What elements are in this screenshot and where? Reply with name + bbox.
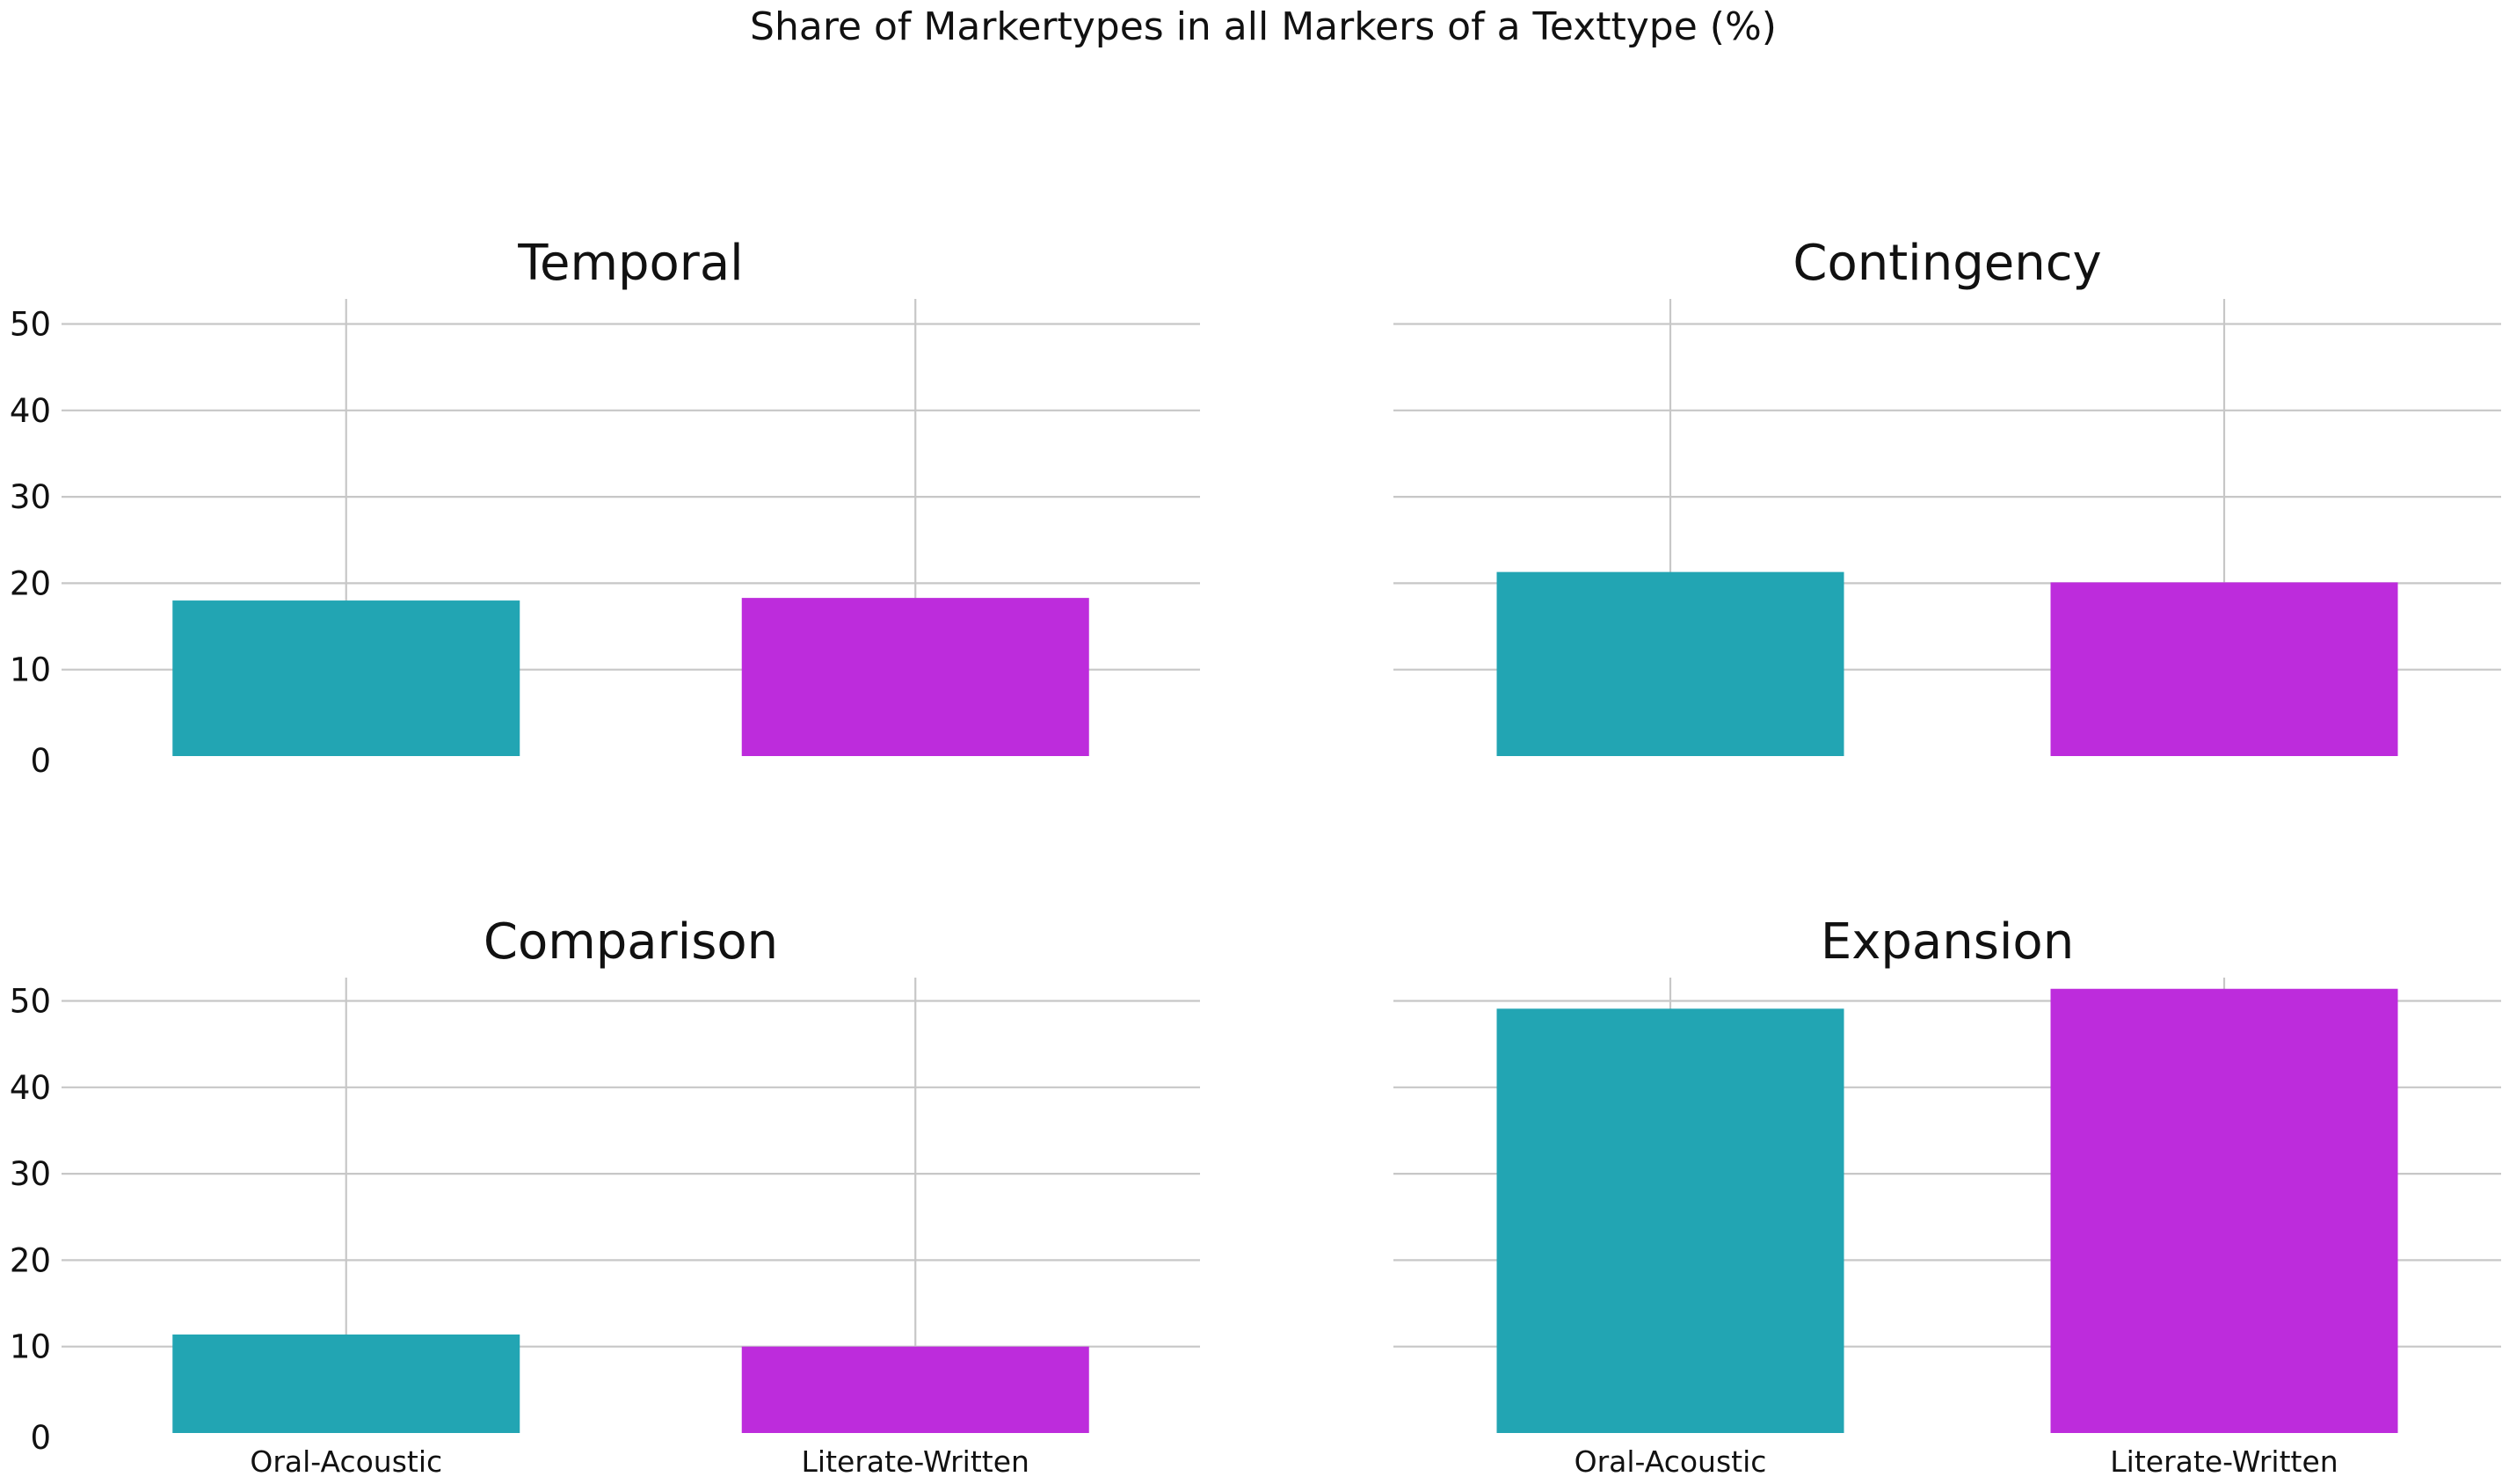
- y-tick-label: 0: [30, 742, 51, 780]
- y-tick-label: 50: [10, 306, 51, 344]
- subplot-contingency: Contingency: [1393, 235, 2501, 756]
- x-tick-label-literate-written: Literate-Written: [802, 1444, 1029, 1479]
- x-tick-label-oral-acoustic: Oral-Acoustic: [250, 1444, 442, 1479]
- y-tick-label: 30: [10, 1155, 51, 1193]
- y-tick-label: 30: [10, 478, 51, 516]
- bar-expansion-oral-acoustic: [1496, 1008, 1844, 1433]
- bar-contingency-oral-acoustic: [1496, 571, 1844, 756]
- subplot-title: Expansion: [1821, 913, 2074, 971]
- y-tick-label: 20: [10, 1241, 51, 1279]
- bar-temporal-literate-written: [741, 598, 1089, 756]
- bar-temporal-oral-acoustic: [172, 600, 520, 756]
- x-tick-label-oral-acoustic: Oral-Acoustic: [1575, 1444, 1767, 1479]
- y-tick-label: 40: [10, 1069, 51, 1107]
- y-tick-label: 50: [10, 983, 51, 1021]
- y-tick-label: 0: [30, 1419, 51, 1457]
- bar-comparison-oral-acoustic: [172, 1334, 520, 1433]
- bar-expansion-literate-written: [2050, 988, 2398, 1433]
- subplot-title: Temporal: [517, 235, 743, 292]
- bar-contingency-literate-written: [2050, 582, 2398, 756]
- y-tick-label: 10: [10, 651, 51, 689]
- y-tick-label: 20: [10, 564, 51, 602]
- bar-comparison-literate-written: [741, 1346, 1089, 1433]
- y-tick-label: 40: [10, 392, 51, 430]
- y-tick-label: 10: [10, 1328, 51, 1366]
- subplot-title: Contingency: [1793, 235, 2101, 292]
- subplot-expansion: Expansion Oral-Acoustic Literate-Written: [1393, 913, 2501, 1479]
- x-tick-label-literate-written: Literate-Written: [2110, 1444, 2338, 1479]
- subplot-title: Comparison: [484, 913, 778, 971]
- chart-title: Share of Markertypes in all Markers of a…: [750, 4, 1777, 49]
- subplot-comparison: Comparison 0 10 20 30 40 50 Oral-Acoustic Litera…: [10, 913, 1200, 1479]
- subplot-temporal: Temporal 0 10 20 30 40 50: [10, 235, 1200, 780]
- subplot-grid: Temporal 0 10 20 30 40 50 Contingency Comparison…: [10, 235, 2501, 1479]
